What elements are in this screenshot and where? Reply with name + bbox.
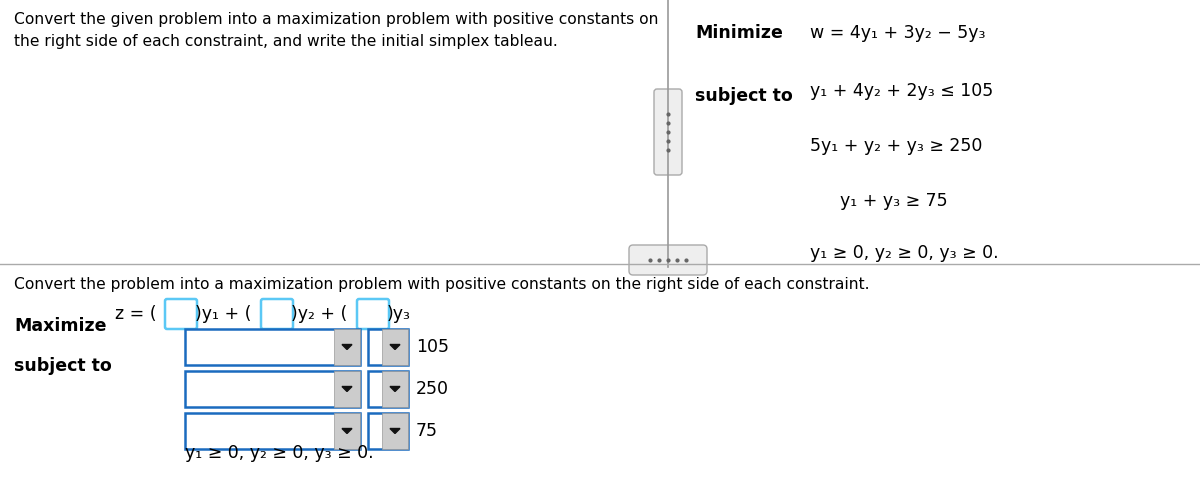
Text: Convert the given problem into a maximization problem with positive constants on: Convert the given problem into a maximiz… <box>14 12 659 49</box>
Text: y₁ ≥ 0, y₂ ≥ 0, y₃ ≥ 0.: y₁ ≥ 0, y₂ ≥ 0, y₃ ≥ 0. <box>810 244 998 262</box>
Polygon shape <box>390 344 400 349</box>
Polygon shape <box>390 387 400 392</box>
Text: Convert the problem into a maximization problem with positive constants on the r: Convert the problem into a maximization … <box>14 277 870 292</box>
FancyBboxPatch shape <box>382 329 408 365</box>
Text: subject to: subject to <box>695 87 793 105</box>
FancyBboxPatch shape <box>368 413 408 449</box>
Text: y₁ + y₃ ≥ 75: y₁ + y₃ ≥ 75 <box>840 192 948 210</box>
Text: w = 4y₁ + 3y₂ − 5y₃: w = 4y₁ + 3y₂ − 5y₃ <box>810 24 985 42</box>
FancyBboxPatch shape <box>358 299 389 329</box>
FancyBboxPatch shape <box>334 413 360 449</box>
Text: Maximize: Maximize <box>14 317 107 335</box>
FancyBboxPatch shape <box>629 245 707 275</box>
FancyBboxPatch shape <box>334 329 360 365</box>
FancyBboxPatch shape <box>368 329 408 365</box>
FancyBboxPatch shape <box>185 413 360 449</box>
Text: )y₂ + (: )y₂ + ( <box>292 305 347 323</box>
Polygon shape <box>342 344 352 349</box>
FancyBboxPatch shape <box>368 371 408 407</box>
FancyBboxPatch shape <box>185 371 360 407</box>
Text: y₁ + 4y₂ + 2y₃ ≤ 105: y₁ + 4y₂ + 2y₃ ≤ 105 <box>810 82 994 100</box>
Text: y₁ ≥ 0, y₂ ≥ 0, y₃ ≥ 0.: y₁ ≥ 0, y₂ ≥ 0, y₃ ≥ 0. <box>185 444 373 462</box>
Text: )y₁ + (: )y₁ + ( <box>194 305 251 323</box>
Polygon shape <box>342 387 352 392</box>
Text: 75: 75 <box>416 422 438 440</box>
Text: z = (: z = ( <box>115 305 156 323</box>
FancyBboxPatch shape <box>166 299 197 329</box>
Text: 250: 250 <box>416 380 449 398</box>
Text: 105: 105 <box>416 338 449 356</box>
Text: )y₃: )y₃ <box>386 305 410 323</box>
Polygon shape <box>390 429 400 433</box>
Text: 5y₁ + y₂ + y₃ ≥ 250: 5y₁ + y₂ + y₃ ≥ 250 <box>810 137 983 155</box>
FancyBboxPatch shape <box>262 299 293 329</box>
Text: Minimize: Minimize <box>695 24 782 42</box>
FancyBboxPatch shape <box>185 329 360 365</box>
Polygon shape <box>342 429 352 433</box>
FancyBboxPatch shape <box>654 89 682 175</box>
FancyBboxPatch shape <box>382 371 408 407</box>
FancyBboxPatch shape <box>334 371 360 407</box>
FancyBboxPatch shape <box>382 413 408 449</box>
Text: subject to: subject to <box>14 357 112 375</box>
